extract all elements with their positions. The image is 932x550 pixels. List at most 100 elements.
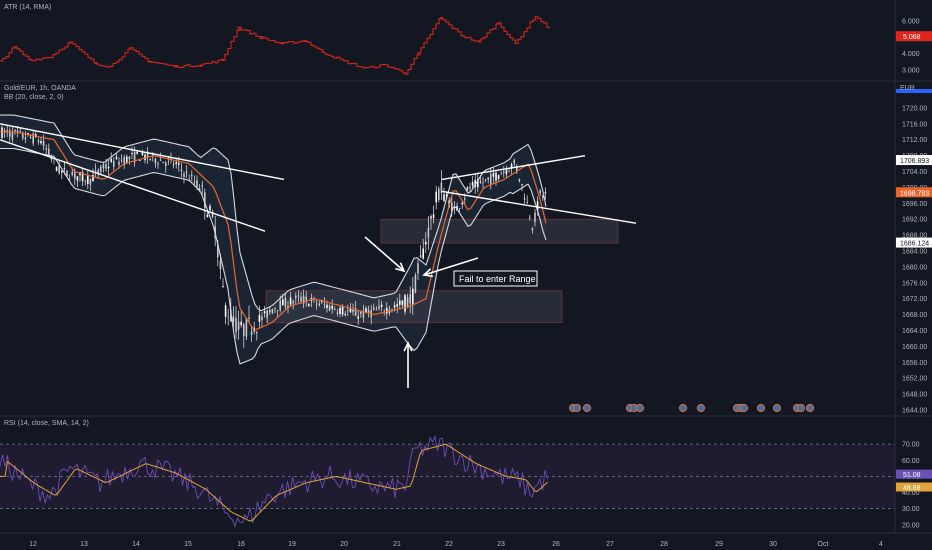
candle-body bbox=[61, 170, 63, 173]
candle-body bbox=[373, 307, 375, 310]
price-tick-label: 1688.00 bbox=[902, 233, 927, 240]
candle-body bbox=[409, 294, 411, 304]
candle-body bbox=[235, 317, 237, 333]
candle-body bbox=[97, 169, 99, 174]
bb-lower-tag-bg bbox=[896, 237, 932, 248]
candle-body bbox=[443, 194, 445, 202]
candle-body bbox=[503, 171, 505, 173]
candle-body bbox=[422, 248, 424, 259]
candle-body bbox=[58, 164, 60, 174]
event-marker bbox=[572, 403, 582, 413]
candle-body bbox=[466, 187, 469, 190]
candle-body bbox=[425, 242, 427, 245]
candle-body bbox=[68, 178, 71, 180]
bb-upper-tag-bg bbox=[896, 155, 932, 166]
candle-body bbox=[50, 156, 53, 160]
time-tick-label: 28 bbox=[660, 541, 668, 548]
candle-body bbox=[123, 156, 125, 166]
candle-body bbox=[526, 202, 528, 204]
bb-lower-tag: 1686.124 bbox=[900, 241, 929, 248]
candle-body bbox=[245, 318, 248, 337]
rsi-ma-tag: 48.68 bbox=[903, 485, 921, 492]
candle-body bbox=[113, 160, 115, 167]
candle-body bbox=[438, 188, 440, 200]
time-tick-label: 21 bbox=[393, 541, 401, 548]
candle-body bbox=[513, 159, 515, 164]
current-price-tag: 1698.783 bbox=[900, 190, 929, 197]
candle-body bbox=[414, 274, 417, 293]
candle-body bbox=[87, 175, 89, 185]
price-tick-label: 1712.00 bbox=[902, 137, 927, 144]
rsi-tick-label: 40.00 bbox=[902, 490, 920, 497]
time-tick-label: 23 bbox=[497, 541, 505, 548]
candle-body bbox=[362, 310, 365, 318]
candle-body bbox=[375, 309, 378, 311]
candle-body bbox=[464, 198, 466, 200]
candle-body bbox=[258, 314, 261, 322]
time-tick-label: Oct bbox=[818, 541, 829, 548]
candle-body bbox=[542, 195, 544, 198]
time-tick-label: 4 bbox=[879, 541, 883, 548]
candle-body bbox=[365, 308, 367, 313]
bb-upper-band bbox=[0, 114, 547, 312]
candle-body bbox=[37, 140, 40, 142]
candle-body bbox=[240, 321, 242, 326]
price-tick-label: 1644.00 bbox=[902, 408, 927, 415]
candle-body bbox=[71, 172, 73, 175]
candle-body bbox=[328, 305, 331, 311]
candle-body bbox=[139, 160, 141, 161]
candle-body bbox=[380, 304, 383, 307]
candle-body bbox=[274, 308, 276, 310]
candle-body bbox=[126, 156, 128, 163]
candle-body bbox=[219, 260, 222, 270]
candle-body bbox=[393, 305, 396, 308]
candle-body bbox=[133, 151, 136, 163]
candle-body bbox=[24, 137, 27, 140]
candle-body bbox=[11, 131, 14, 140]
candle-body bbox=[81, 172, 84, 182]
time-tick-label: 13 bbox=[80, 541, 88, 548]
candle-body bbox=[292, 301, 294, 304]
price-tick-label: 1684.00 bbox=[902, 249, 927, 256]
candle-body bbox=[201, 185, 203, 187]
candle-body bbox=[16, 130, 19, 134]
event-marker bbox=[796, 403, 806, 413]
candle-body bbox=[282, 299, 284, 306]
candle-body bbox=[100, 166, 102, 173]
candle-body bbox=[531, 228, 534, 231]
candle-body bbox=[224, 305, 227, 317]
candle-body bbox=[289, 297, 292, 305]
candle-body bbox=[432, 214, 435, 219]
candle-body bbox=[178, 162, 180, 165]
candle-body bbox=[344, 314, 346, 316]
event-marker bbox=[678, 403, 688, 413]
price-tick-label: 1696.00 bbox=[902, 201, 927, 208]
price-tick-label: 1716.00 bbox=[902, 121, 927, 128]
time-tick-label: 16 bbox=[237, 541, 245, 548]
candle-body bbox=[105, 164, 107, 169]
currency-label: EUR bbox=[900, 85, 915, 92]
candle-body bbox=[35, 134, 37, 138]
event-marker bbox=[582, 403, 592, 413]
candle-body bbox=[269, 309, 271, 313]
candle-body bbox=[386, 307, 388, 314]
candle-body bbox=[191, 174, 193, 177]
candle-body bbox=[399, 300, 401, 305]
event-marker bbox=[756, 403, 766, 413]
trend-line bbox=[0, 123, 285, 181]
candle-body bbox=[42, 140, 45, 146]
atr-line bbox=[0, 16, 550, 75]
candle-body bbox=[321, 301, 323, 303]
trend-line bbox=[441, 154, 586, 181]
time-tick-label: 12 bbox=[29, 541, 37, 548]
candle-body bbox=[471, 182, 474, 186]
candle-body bbox=[227, 316, 229, 318]
candle-body bbox=[180, 169, 183, 171]
price-tick-label: 1672.00 bbox=[902, 296, 927, 303]
candle-body bbox=[484, 179, 487, 180]
time-tick-label: 30 bbox=[769, 541, 777, 548]
candle-body bbox=[477, 179, 479, 188]
candle-body bbox=[217, 244, 219, 258]
rsi-label: RSI (14, close, SMA, 14, 2) bbox=[4, 420, 89, 427]
